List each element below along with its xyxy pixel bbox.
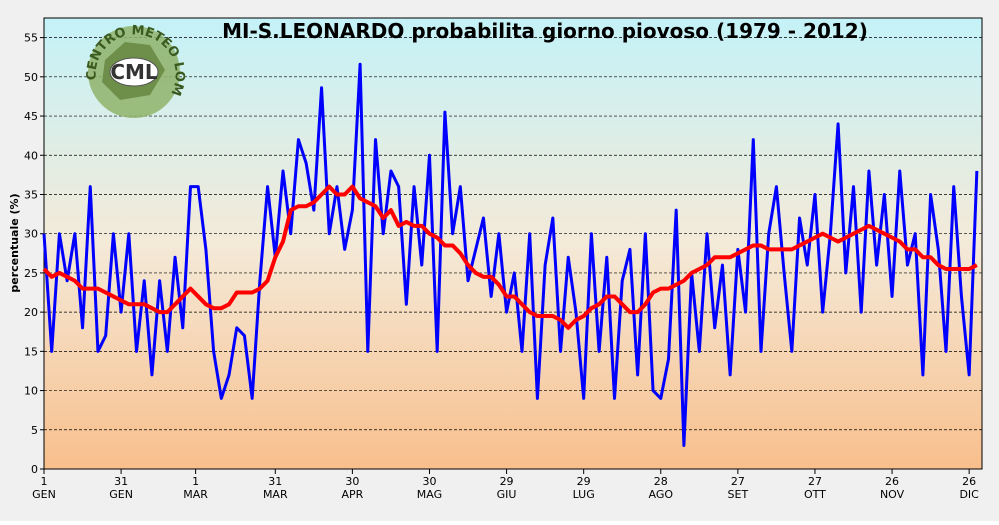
y-tick-label: 15: [24, 345, 38, 358]
plot-area: [43, 17, 983, 470]
x-tick-label: 1 MAR: [183, 475, 208, 501]
y-tick-label: 25: [24, 267, 38, 280]
x-tick-label: 31 MAR: [263, 475, 288, 501]
x-tick-label: 30 MAG: [417, 475, 442, 501]
x-tick-label: 27 SET: [728, 475, 749, 501]
y-tick-label: 35: [24, 188, 38, 201]
y-tick-label: 40: [24, 149, 38, 162]
y-tick-label: 30: [24, 228, 38, 241]
x-tick-label: 31 GEN: [109, 475, 133, 501]
x-tick-label: 26 NOV: [880, 475, 905, 501]
x-tick-label: 1 GEN: [32, 475, 56, 501]
y-tick-label: 20: [24, 306, 38, 319]
x-tick-label: 28 AGO: [649, 475, 674, 501]
y-tick-label: 10: [24, 385, 38, 398]
x-tick-label: 26 DIC: [959, 475, 979, 501]
x-tick-label: 29 GIU: [497, 475, 517, 501]
y-tick-label: 50: [24, 71, 38, 84]
x-tick-label: 30 APR: [341, 475, 363, 501]
y-tick-label: 0: [31, 463, 38, 476]
x-tick-label: 27 OTT: [804, 475, 826, 501]
y-tick-label: 45: [24, 110, 38, 123]
x-tick-label: 29 LUG: [573, 475, 595, 501]
y-tick-label: 55: [24, 32, 38, 45]
y-axis-label: percentuale (%): [8, 193, 21, 292]
logo-text: CML: [110, 60, 158, 84]
data-line: [42, 184, 978, 330]
y-tick-label: 5: [31, 424, 38, 437]
data-line: [42, 62, 979, 447]
chart-title: MI-S.LEONARDO probabilita giorno piovoso…: [222, 19, 868, 43]
